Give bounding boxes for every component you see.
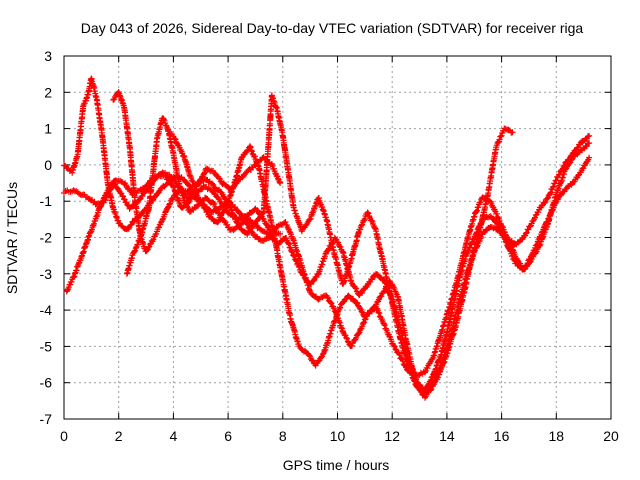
x-tick-label: 20 [603, 428, 619, 444]
y-tick-labels: 3 2 1 0 -1 -2 -3 -4 -5 -6 -7 [40, 48, 53, 427]
x-tick-label: 14 [439, 428, 455, 444]
x-tick-label: 12 [384, 428, 400, 444]
data-marks [61, 75, 593, 401]
y-tick-label: -6 [40, 375, 53, 391]
x-tick-label: 8 [279, 428, 287, 444]
series-track-f [164, 128, 284, 194]
x-tick-label: 2 [115, 428, 123, 444]
series-track-d [110, 89, 593, 379]
y-tick-label: 0 [44, 157, 52, 173]
x-tick-label: 16 [494, 428, 510, 444]
y-tick-label: 3 [44, 48, 52, 64]
x-tick-labels: 0 2 4 6 8 10 12 14 16 18 20 [60, 428, 619, 444]
x-tick-label: 18 [549, 428, 565, 444]
x-axis-label: GPS time / hours [283, 457, 390, 473]
y-tick-label: -7 [40, 411, 53, 427]
data-point-markers [110, 89, 593, 379]
y-tick-label: -5 [40, 338, 53, 354]
x-tick-label: 0 [60, 428, 68, 444]
x-tick-label: 4 [170, 428, 178, 444]
y-axis-label: SDTVAR / TECUs [4, 182, 20, 294]
x-tick-label: 6 [224, 428, 232, 444]
y-tick-label: -4 [40, 302, 53, 318]
x-tick-label: 10 [330, 428, 346, 444]
y-tick-label: 2 [44, 84, 52, 100]
data-point-markers [63, 92, 593, 401]
axis-ticks [63, 55, 612, 420]
data-point-markers [164, 128, 284, 194]
chart-title: Day 043 of 2026, Sidereal Day-to-day VTE… [81, 20, 584, 36]
series-track-c [63, 92, 593, 401]
y-tick-label: -3 [40, 266, 53, 282]
y-tick-label: -1 [40, 193, 53, 209]
y-tick-label: -2 [40, 230, 53, 246]
y-tick-label: 1 [44, 121, 52, 137]
